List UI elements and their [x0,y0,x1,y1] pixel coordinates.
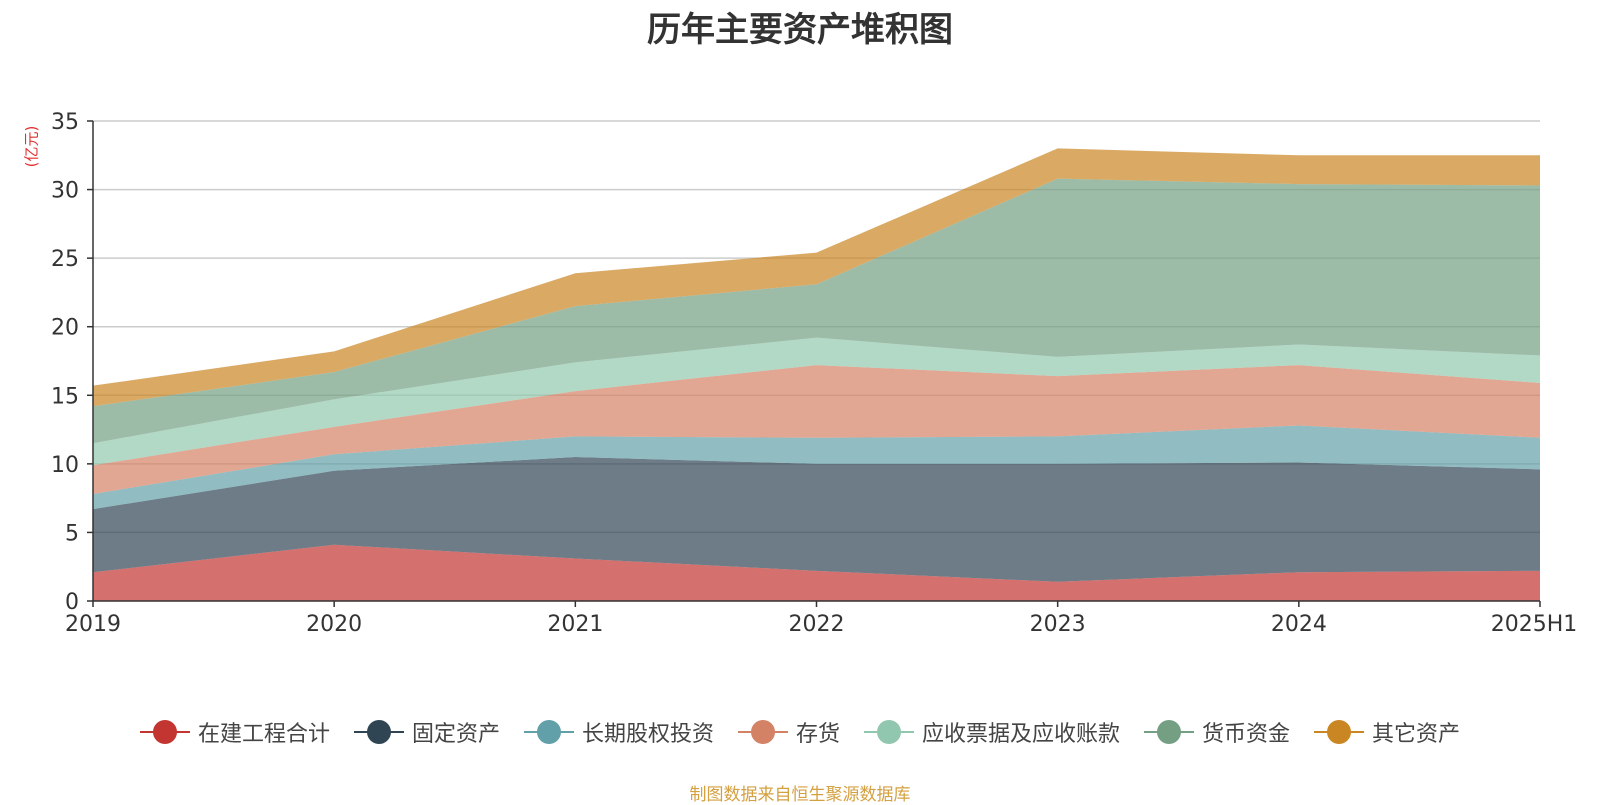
area-series [93,148,1540,601]
x-tick-label: 2024 [1271,612,1327,637]
area-series-4[interactable] [93,365,1540,495]
legend-label: 在建工程合计 [197,722,330,747]
legend-item[interactable]: 应收票据及应收账款 [864,716,1120,748]
area-series-2[interactable] [93,457,1540,582]
y-tick-label: 0 [65,590,79,615]
x-tick-label: 2021 [547,612,603,637]
legend-label: 其它资产 [1372,722,1461,747]
legend-label: 应收票据及应收账款 [922,722,1121,747]
x-tick-label: 2022 [789,612,845,637]
legend-label: 货币资金 [1202,722,1291,747]
source-note: 制图数据来自恒生聚源数据库 [689,785,911,805]
x-tick-label: 2020 [306,612,362,637]
y-tick-label: 25 [51,247,79,272]
legend: 在建工程合计 固定资产 长期股权投资 存货 应收票据及应收账款 货币资金 其它资产 [0,716,1600,748]
legend-label: 固定资产 [411,722,500,747]
legend-item[interactable]: 固定资产 [353,716,500,748]
legend-marker-icon [1144,720,1195,744]
area-series-7[interactable] [93,148,1540,407]
axes: 0 5 10 15 20 25 30 35 2019 2020 2021 2022 2023 2024 20… [51,110,1577,637]
area-series-1[interactable] [93,544,1540,601]
y-tick-label: 15 [51,384,79,409]
legend-marker-icon [523,720,574,744]
x-tick-label: 2023 [1030,612,1086,637]
chart-title: 历年主要资产堆积图 [647,10,953,50]
y-tick-label: 10 [51,453,79,478]
y-tick-label: 35 [51,110,79,135]
y-tick-label: 5 [65,521,79,546]
legend-label: 存货 [795,722,840,747]
legend-item[interactable]: 在建工程合计 [139,716,330,748]
legend-item[interactable]: 长期股权投资 [523,716,714,748]
y-tick-label: 20 [51,316,79,341]
legend-label: 长期股权投资 [581,722,714,747]
legend-item[interactable]: 存货 [737,716,840,748]
legend-item[interactable]: 货币资金 [1144,716,1290,748]
legend-marker-icon [864,720,914,744]
area-series-3[interactable] [93,425,1540,510]
area-series-6[interactable] [93,178,1540,444]
y-tick-label: 30 [51,179,79,204]
x-tick-label: 2019 [65,612,121,637]
legend-marker-icon [1314,720,1365,744]
legend-marker-icon [353,720,404,744]
stacked-area-chart: 0 5 10 15 20 25 30 35 2019 2020 2021 2022 2023 2024 20… [51,110,1577,637]
x-tick-label: 2025H1 [1491,612,1578,637]
legend-item[interactable]: 其它资产 [1314,716,1460,748]
legend-marker-icon [737,720,788,744]
area-series-5[interactable] [93,337,1540,466]
legend-marker-icon [139,720,190,744]
